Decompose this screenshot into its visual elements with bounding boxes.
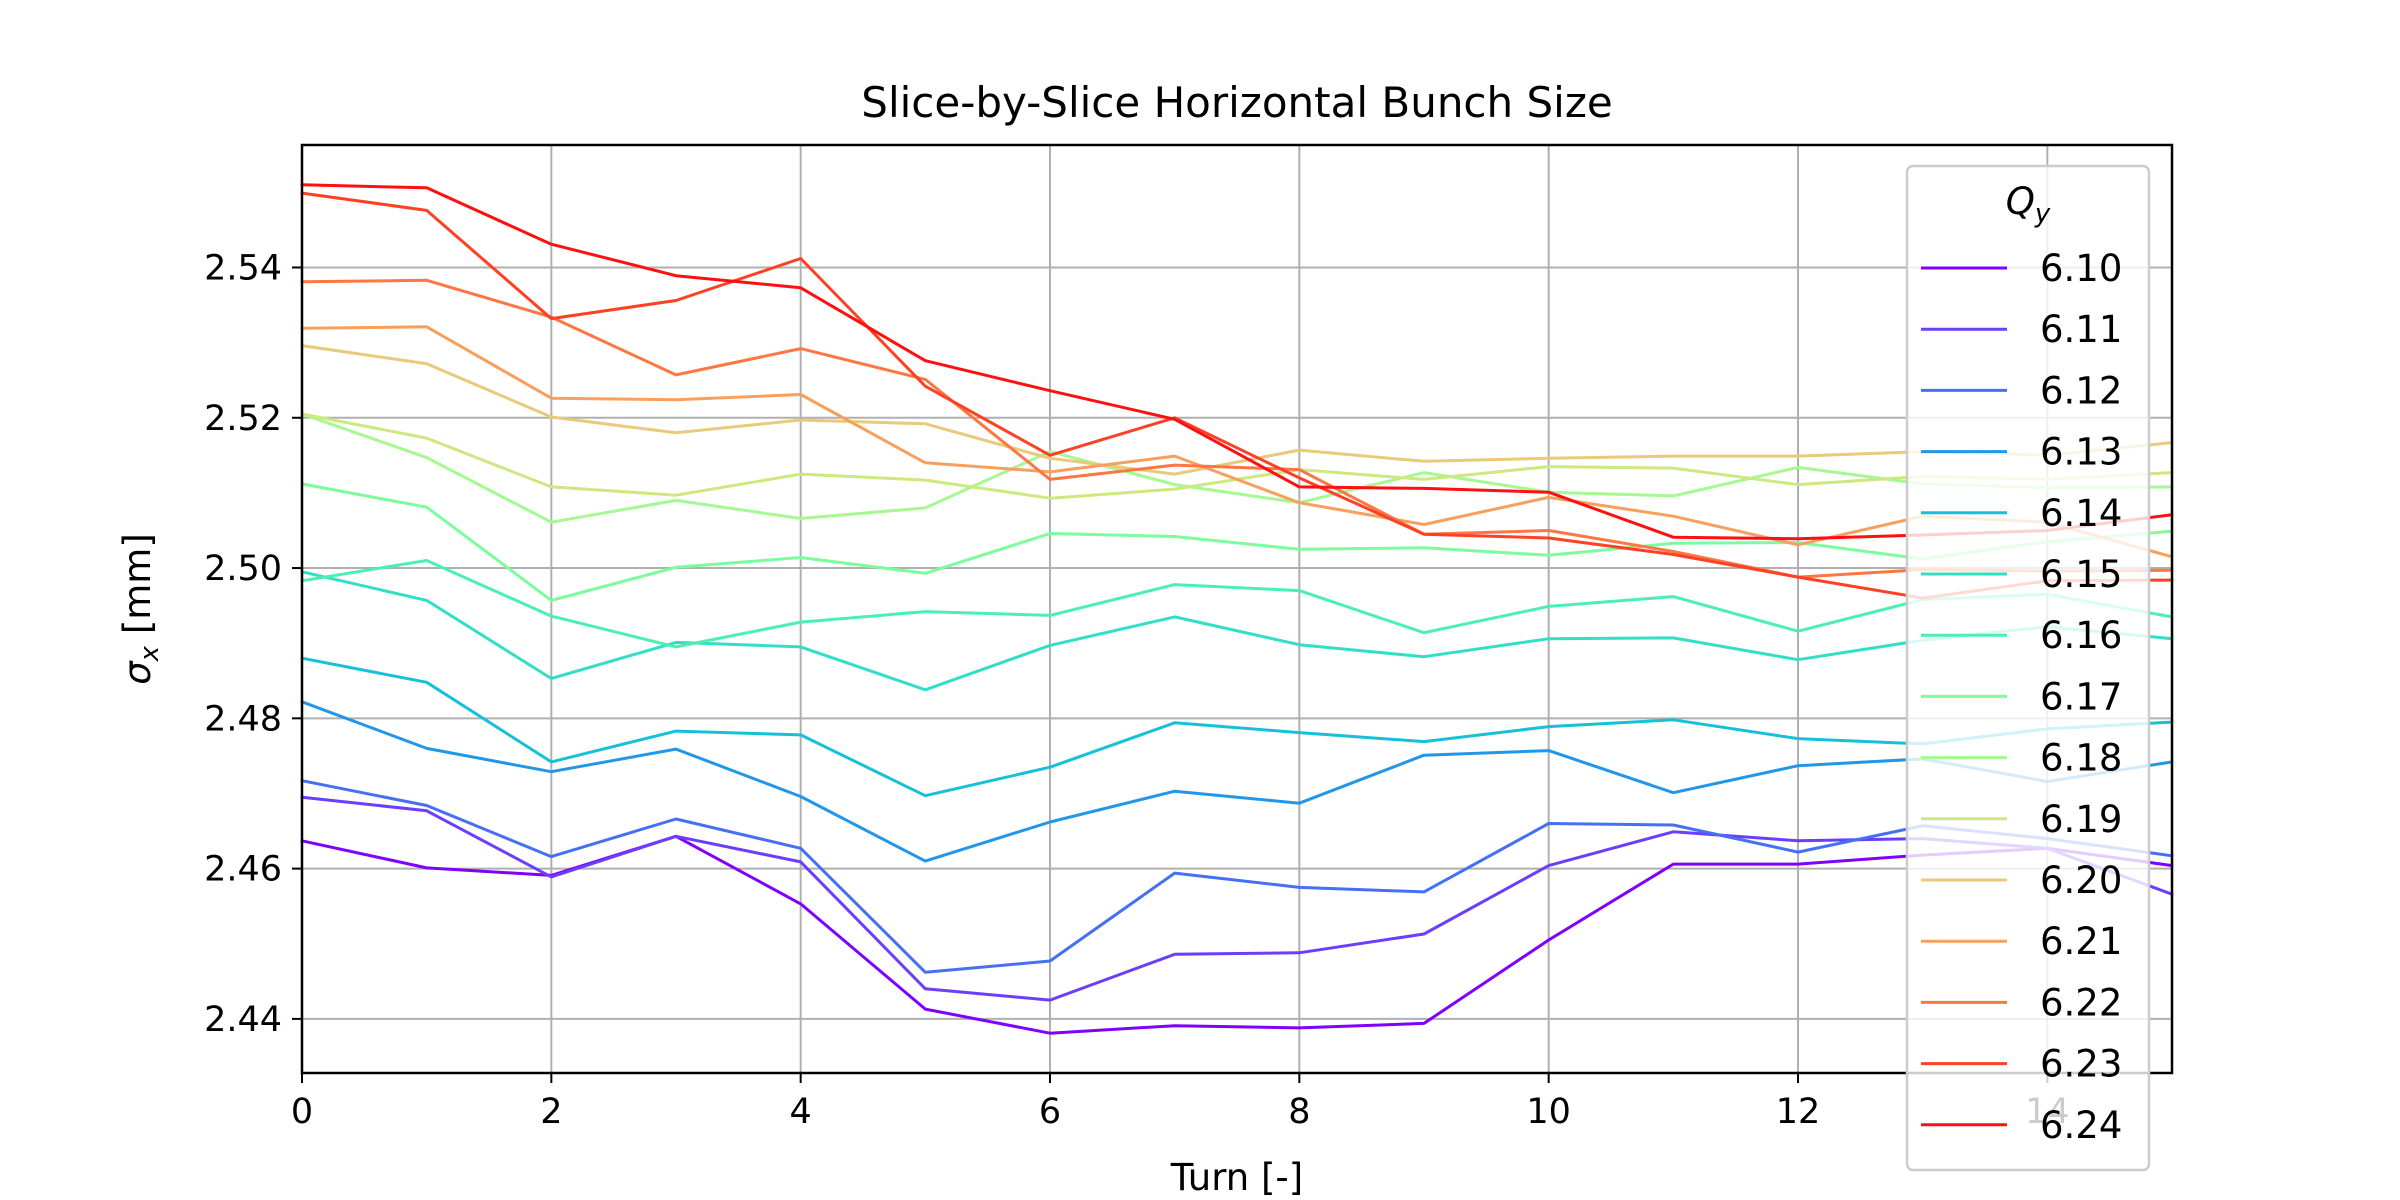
y-tick-label: 2.52 (204, 399, 282, 439)
series-line-6-18 (300, 412, 2174, 524)
y-tick-label: 2.44 (204, 1000, 282, 1040)
legend-label: 6.18 (2040, 737, 2122, 780)
series-layer (300, 183, 2174, 1035)
series-line-6-13 (300, 700, 2174, 863)
axis-ticks: 024681012142.442.462.482.502.522.54 (204, 248, 2070, 1132)
series-line-6-17 (300, 482, 2174, 602)
x-axis-label: Turn [-] (1170, 1156, 1303, 1199)
series-line-6-22 (300, 278, 2174, 579)
series-line-6-12 (300, 779, 2174, 974)
y-tick-label: 2.50 (204, 549, 282, 589)
series-line-6-23 (300, 191, 2174, 600)
legend-title: Qy (2006, 180, 2051, 229)
legend-label: 6.11 (2040, 308, 2122, 351)
legend-label: 6.24 (2040, 1104, 2122, 1147)
x-tick-label: 4 (790, 1092, 812, 1132)
legend-label: 6.15 (2040, 553, 2122, 596)
legend-label: 6.16 (2040, 614, 2122, 657)
chart-title: Slice-by-Slice Horizontal Bunch Size (861, 78, 1612, 127)
legend-box (1905, 164, 2151, 1172)
series-line-6-20 (300, 344, 2174, 476)
series-line-6-15 (300, 570, 2174, 692)
y-axis-label-subscript: x (135, 645, 165, 662)
series-line-6-14 (300, 656, 2174, 798)
legend-label: 6.17 (2040, 675, 2122, 718)
legend-label: 6.14 (2040, 492, 2122, 535)
x-tick-label: 10 (1526, 1092, 1571, 1132)
series-line-6-11 (300, 795, 2174, 1002)
y-tick-label: 2.54 (204, 248, 282, 288)
y-tick-label: 2.48 (204, 699, 282, 739)
legend-label: 6.13 (2040, 431, 2122, 474)
y-tick-label: 2.46 (204, 850, 282, 890)
legend-label: 6.20 (2040, 859, 2122, 902)
legend-label: 6.21 (2040, 920, 2122, 963)
x-tick-label: 6 (1039, 1092, 1061, 1132)
y-axis-label: σx [mm] (116, 533, 165, 685)
chart-grid (301, 145, 2172, 1073)
x-tick-label: 12 (1776, 1092, 1821, 1132)
series-line-6-21 (300, 325, 2174, 559)
x-tick-label: 0 (291, 1092, 313, 1132)
legend: Qy 6.10 6.11 6.12 6.13 6.14 6.15 6.16 6.17 6.18 6.… (1905, 164, 2151, 1172)
legend-title-subscript: y (2034, 199, 2051, 229)
x-tick-label: 8 (1288, 1092, 1310, 1132)
y-axis-label-unit: [mm] (116, 533, 159, 646)
series-line-6-24 (300, 183, 2174, 541)
legend-label: 6.22 (2040, 981, 2122, 1024)
x-tick-label: 2 (540, 1092, 562, 1132)
y-axis-label-symbol: σ (116, 660, 159, 685)
legend-label: 6.23 (2040, 1043, 2122, 1086)
series-line-6-19 (300, 412, 2174, 500)
legend-label: 6.19 (2040, 798, 2122, 841)
legend-label: 6.12 (2040, 369, 2122, 412)
legend-title-symbol: Q (2006, 180, 2035, 223)
legend-label: 6.10 (2040, 247, 2122, 290)
series-line-6-16 (300, 559, 2174, 649)
plot-area-frame (300, 143, 2174, 1075)
